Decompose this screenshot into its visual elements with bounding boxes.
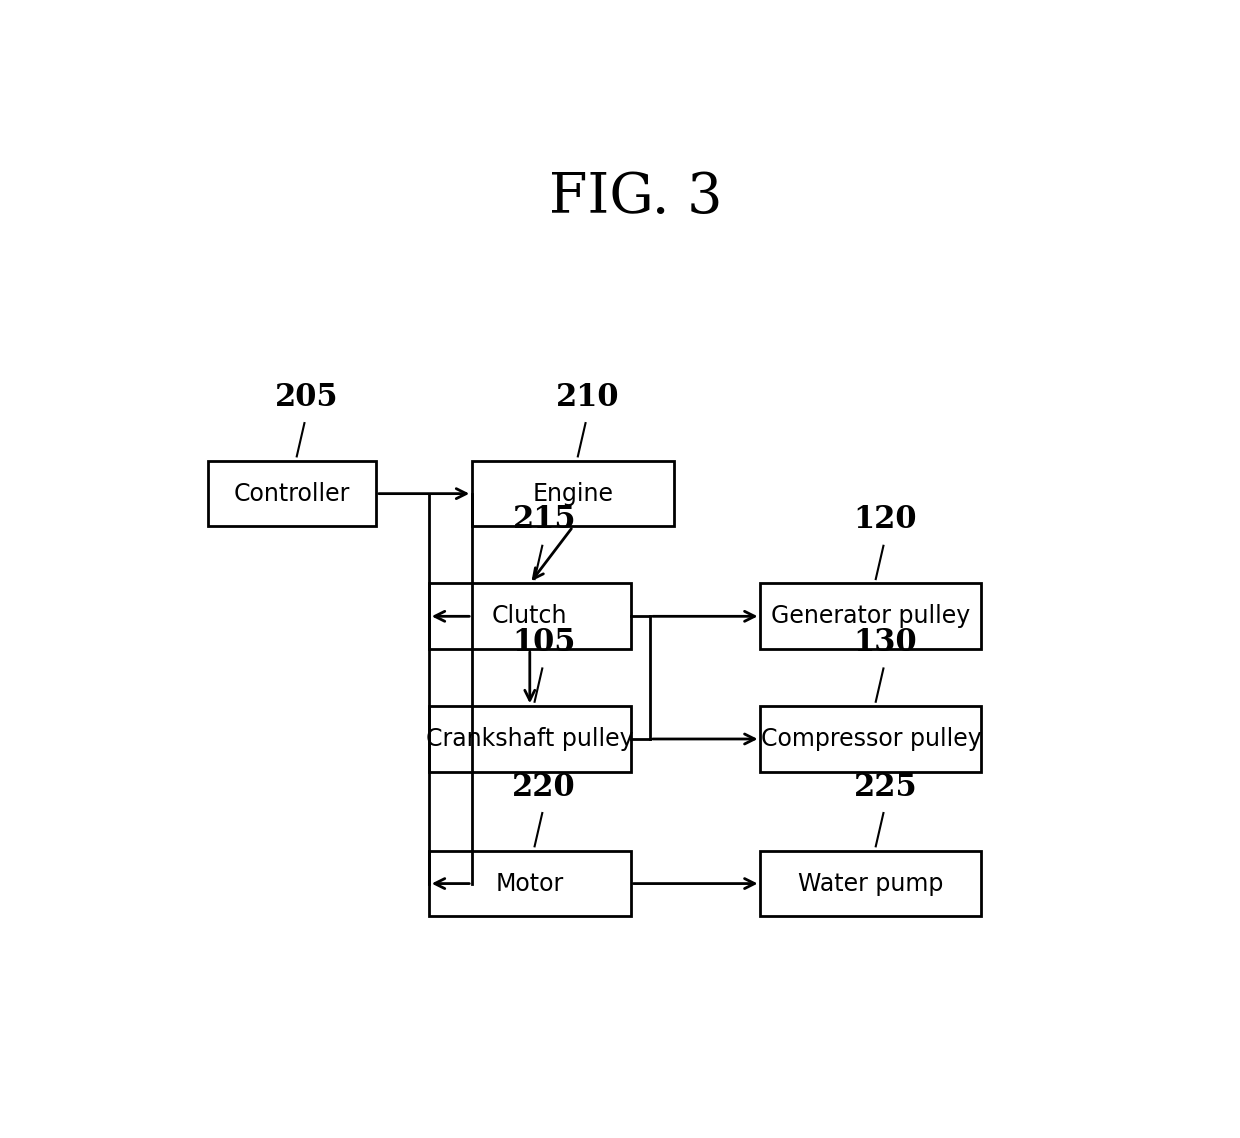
Bar [760, 706, 982, 772]
Bar [472, 461, 675, 527]
Text: Crankshaft pulley: Crankshaft pulley [427, 727, 634, 751]
Text: 215: 215 [512, 504, 575, 535]
Text: Motor: Motor [496, 872, 564, 896]
Text: 210: 210 [556, 381, 619, 413]
Text: 220: 220 [512, 772, 577, 802]
Bar [760, 851, 982, 916]
Bar [429, 706, 631, 772]
Text: Controller: Controller [234, 481, 350, 505]
Text: Water pump: Water pump [799, 872, 944, 896]
Text: 105: 105 [512, 627, 575, 658]
Text: Clutch: Clutch [492, 604, 568, 628]
Text: 120: 120 [853, 504, 918, 535]
Text: 205: 205 [274, 381, 339, 413]
Text: 225: 225 [853, 772, 918, 802]
Bar [760, 584, 982, 649]
Text: Generator pulley: Generator pulley [771, 604, 971, 628]
Bar [429, 851, 631, 916]
Text: 130: 130 [853, 627, 918, 658]
Text: Engine: Engine [532, 481, 614, 505]
Bar [208, 461, 376, 527]
Text: FIG. 3: FIG. 3 [549, 171, 722, 225]
Text: Compressor pulley: Compressor pulley [760, 727, 981, 751]
Bar [429, 584, 631, 649]
